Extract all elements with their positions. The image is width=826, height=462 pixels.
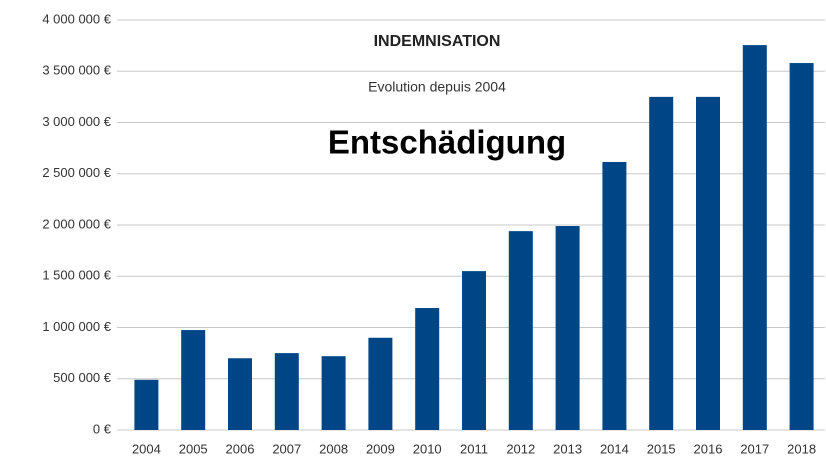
x-tick-label: 2010 bbox=[413, 441, 442, 456]
bar bbox=[508, 231, 533, 430]
y-tick-label: 2 500 000 € bbox=[42, 165, 111, 180]
bar bbox=[415, 308, 440, 430]
y-tick-label: 3 000 000 € bbox=[42, 114, 111, 129]
y-tick-label: 0 € bbox=[93, 421, 112, 436]
bar bbox=[649, 96, 674, 430]
x-tick-label: 2018 bbox=[787, 441, 816, 456]
x-tick-label: 2009 bbox=[366, 441, 395, 456]
x-tick-label: 2016 bbox=[694, 441, 723, 456]
bar bbox=[602, 161, 627, 430]
y-tick-label: 1 000 000 € bbox=[42, 319, 111, 334]
x-tick-label: 2007 bbox=[272, 441, 301, 456]
bar bbox=[181, 330, 206, 430]
x-tick-label: 2013 bbox=[553, 441, 582, 456]
bar bbox=[321, 356, 346, 430]
x-tick-label: 2006 bbox=[226, 441, 255, 456]
annotation: Entschädigung bbox=[328, 124, 566, 161]
bar bbox=[228, 358, 252, 430]
y-tick-label: 4 000 000 € bbox=[42, 11, 111, 26]
x-tick-label: 2011 bbox=[460, 441, 488, 456]
bar bbox=[274, 353, 299, 430]
chart-subtitle: Evolution depuis 2004 bbox=[368, 79, 506, 95]
bar bbox=[134, 379, 159, 430]
x-tick-label: 2017 bbox=[740, 441, 769, 456]
bar bbox=[462, 271, 486, 430]
x-tick-label: 2012 bbox=[506, 441, 535, 456]
chart-title: INDEMNISATION bbox=[374, 33, 501, 50]
x-tick-label: 2004 bbox=[132, 441, 161, 456]
x-tick-label: 2015 bbox=[647, 441, 676, 456]
x-tick-label: 2014 bbox=[600, 441, 629, 456]
bar bbox=[742, 45, 767, 431]
bar bbox=[368, 337, 393, 430]
bar bbox=[696, 96, 720, 430]
bar bbox=[789, 63, 814, 431]
y-tick-label: 3 500 000 € bbox=[42, 63, 111, 78]
y-tick-label: 1 500 000 € bbox=[42, 268, 111, 283]
x-tick-label: 2005 bbox=[179, 441, 208, 456]
bar bbox=[555, 226, 580, 430]
x-tick-label: 2008 bbox=[319, 441, 348, 456]
y-tick-label: 500 000 € bbox=[53, 370, 112, 385]
y-tick-label: 2 000 000 € bbox=[42, 216, 111, 231]
